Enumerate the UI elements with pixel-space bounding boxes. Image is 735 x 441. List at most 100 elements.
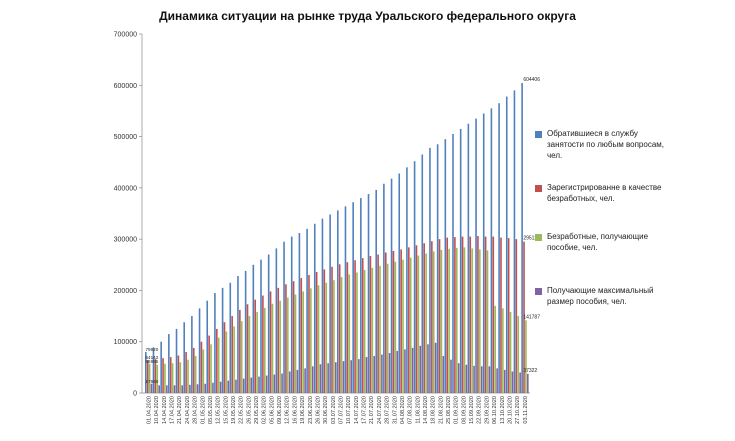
bar	[377, 254, 379, 393]
bar	[479, 249, 481, 393]
y-tick-label: 300000	[114, 237, 137, 244]
data-label: 37322	[523, 368, 537, 374]
bar	[256, 311, 258, 393]
bar	[350, 360, 352, 393]
x-tick-label: 19.05.2020	[231, 396, 237, 424]
x-tick-label: 31.07.2020	[392, 396, 398, 424]
bar	[173, 385, 176, 393]
bar	[254, 299, 257, 393]
bar	[146, 360, 149, 393]
bar	[239, 309, 241, 393]
bar	[494, 305, 496, 393]
bar	[258, 376, 260, 393]
bar	[365, 357, 368, 393]
bar	[413, 161, 416, 393]
y-tick-label: 200000	[114, 288, 137, 295]
bar	[281, 373, 283, 393]
bar	[273, 374, 276, 393]
bars-layer	[145, 83, 529, 394]
bar	[164, 363, 166, 393]
bar	[260, 259, 262, 393]
data-label: 17960	[146, 379, 159, 384]
bar	[379, 265, 381, 393]
x-tick-label: 13.10.2020	[500, 396, 506, 424]
x-tick-label: 17.07.2020	[362, 396, 368, 424]
x-tick-label: 28.07.2020	[385, 396, 391, 424]
bar	[246, 304, 249, 393]
bar	[344, 206, 347, 393]
bar	[456, 247, 458, 393]
bar	[279, 300, 281, 393]
legend-swatch	[535, 131, 542, 138]
bar	[440, 249, 443, 393]
chart-title: Динамика ситуации на рынке труда Уральск…	[159, 9, 576, 23]
bar	[150, 383, 153, 393]
bar	[267, 254, 270, 393]
bar	[467, 123, 470, 393]
bar	[223, 322, 226, 393]
bar	[221, 287, 224, 393]
data-label: 79920	[146, 347, 159, 352]
bar	[396, 350, 399, 393]
bar	[390, 178, 393, 393]
bar	[375, 189, 377, 393]
bar	[154, 359, 157, 393]
bar	[394, 261, 397, 393]
bar	[461, 236, 464, 393]
bar	[317, 285, 320, 393]
bar	[356, 272, 358, 393]
bar	[352, 202, 354, 393]
x-tick-label: 12.05.2020	[216, 396, 222, 424]
bar	[409, 257, 412, 393]
x-tick-label: 27.10.2020	[515, 396, 521, 424]
bar	[402, 259, 404, 393]
x-tick-label: 03.07.2020	[331, 396, 337, 424]
bar	[225, 331, 228, 393]
bar	[187, 359, 189, 393]
x-tick-label: 26.06.2020	[315, 396, 321, 424]
bar	[442, 356, 445, 393]
bar	[519, 372, 521, 393]
bar	[502, 308, 504, 393]
x-tick-label: 01.05.2020	[200, 396, 206, 424]
y-tick-label: 500000	[114, 134, 137, 141]
bar	[358, 359, 360, 393]
bar	[210, 344, 212, 393]
bar	[400, 249, 402, 393]
bar	[200, 341, 203, 393]
bar	[434, 342, 437, 393]
bar	[363, 269, 366, 393]
bar	[183, 322, 185, 393]
bar	[371, 267, 374, 393]
bar	[244, 270, 247, 393]
bar	[304, 368, 306, 393]
bar	[448, 248, 450, 393]
bar	[162, 358, 164, 393]
x-tick-label: 29.09.2020	[484, 396, 490, 424]
bar	[490, 108, 493, 394]
y-tick-label: 700000	[114, 32, 137, 39]
x-tick-label: 14.07.2020	[354, 396, 360, 424]
bar	[419, 345, 422, 393]
bar	[212, 382, 214, 393]
bar	[423, 243, 425, 393]
legend-item-registered: Зарегистрированне в качестве безработных…	[535, 182, 735, 204]
x-tick-label: 15.05.2020	[223, 396, 229, 424]
bar	[338, 264, 341, 393]
bar	[486, 250, 489, 393]
x-tick-label: 10.04.2020	[154, 396, 160, 424]
x-tick-label: 10.07.2020	[346, 396, 352, 424]
x-tick-label: 24.07.2020	[377, 396, 383, 424]
bar	[323, 269, 326, 393]
x-tick-label: 02.06.2020	[262, 396, 268, 424]
bar	[425, 253, 427, 393]
bar	[521, 83, 523, 393]
bar	[287, 297, 289, 393]
bar	[438, 239, 441, 393]
bar	[285, 284, 287, 393]
bar	[311, 366, 314, 393]
x-tick-label: 07.08.2020	[408, 396, 414, 424]
bar	[283, 241, 285, 393]
bar	[482, 113, 485, 394]
bar	[204, 383, 207, 393]
